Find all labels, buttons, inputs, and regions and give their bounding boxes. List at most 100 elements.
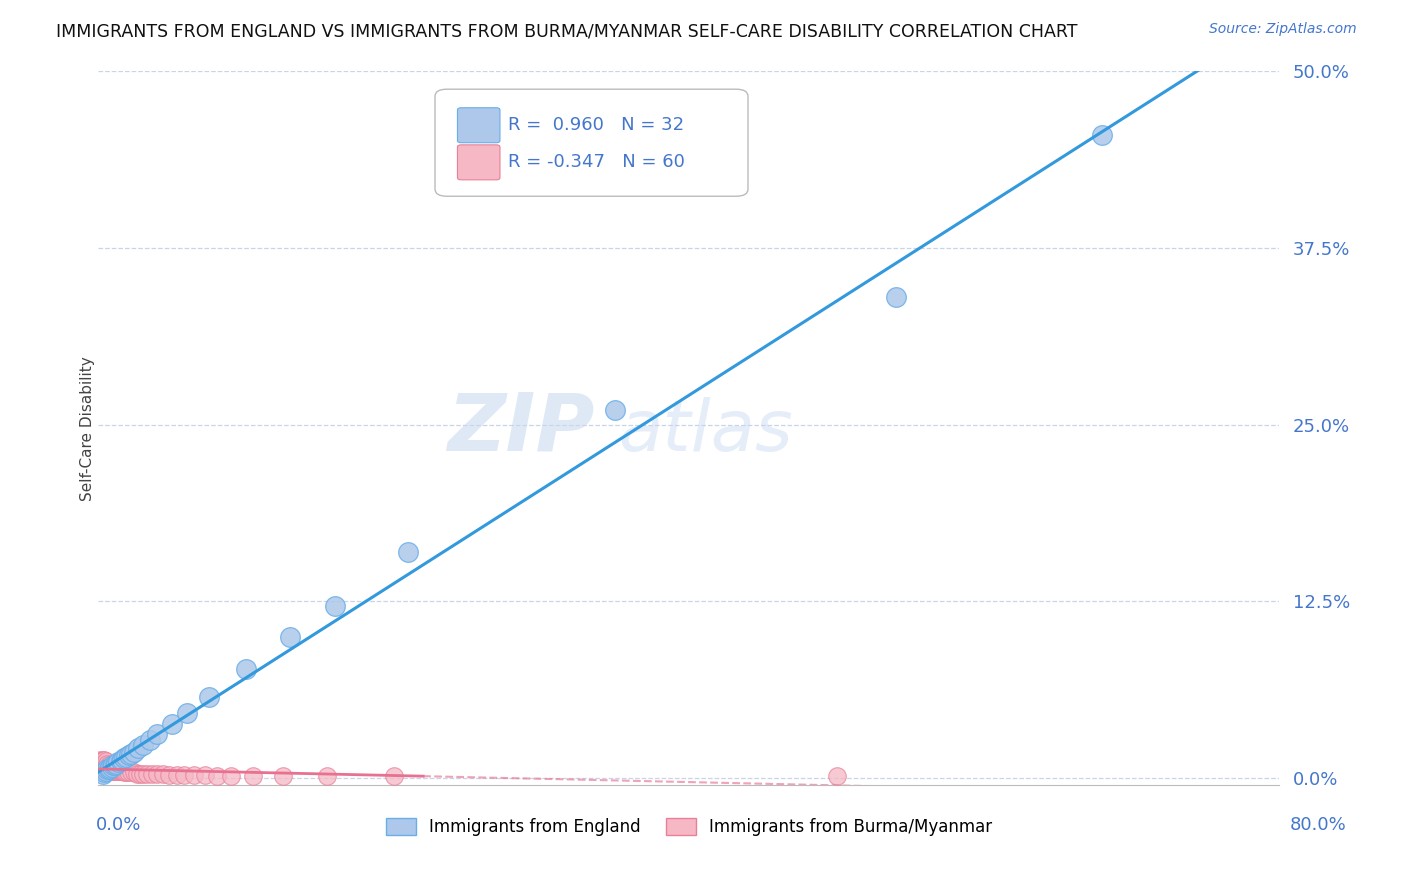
Point [382,769,405,783]
Point [112,765,135,780]
Point [96,756,118,771]
Point [91,766,114,780]
Point [97,758,120,772]
Point [122,765,145,780]
Point [98,761,121,775]
Point [139,732,162,747]
FancyBboxPatch shape [457,145,501,180]
Text: atlas: atlas [619,397,793,467]
Point [117,765,139,780]
Point [91,752,114,766]
Point [120,765,142,780]
FancyBboxPatch shape [457,108,501,143]
Text: R = -0.347   N = 60: R = -0.347 N = 60 [508,153,685,171]
Point [100,764,122,778]
Point [89,752,111,766]
Point [125,766,148,780]
Point [132,739,155,753]
Point [146,727,169,741]
Legend: Immigrants from England, Immigrants from Burma/Myanmar: Immigrants from England, Immigrants from… [377,810,1001,845]
Point [108,764,131,778]
Point [112,751,135,765]
Point [91,759,114,773]
Point [107,756,129,770]
Point [98,764,121,778]
Point [96,759,118,773]
Point [122,746,145,760]
Text: Source: ZipAtlas.com: Source: ZipAtlas.com [1209,22,1357,37]
Point [94,764,117,778]
Point [100,759,122,773]
Point [96,763,118,777]
Point [100,761,122,775]
Point [91,756,114,771]
Point [198,690,221,705]
Point [242,769,264,783]
Y-axis label: Self-Care Disability: Self-Care Disability [80,356,94,500]
Point [183,768,205,782]
Point [89,756,111,771]
Point [825,769,848,783]
Point [97,761,120,775]
Point [323,599,346,613]
Point [884,290,907,304]
Point [235,662,257,676]
Point [120,747,142,761]
Text: 0.0%: 0.0% [96,816,141,834]
Point [89,761,111,775]
Point [316,769,339,783]
Point [398,545,420,559]
Point [194,768,217,782]
Point [104,764,127,778]
Point [118,748,141,763]
Point [205,769,228,783]
Point [103,764,125,778]
Point [110,754,132,768]
Point [132,766,155,780]
Point [103,758,125,772]
Point [111,764,134,778]
Point [176,706,198,720]
Point [280,630,302,644]
Point [128,766,150,780]
Point [105,756,128,771]
Point [93,763,115,777]
Point [173,768,195,782]
Point [152,766,174,780]
Point [90,754,112,768]
Point [104,758,127,772]
Point [98,761,121,775]
Point [127,741,149,756]
Point [136,766,159,780]
Point [107,764,129,778]
Point [90,763,112,777]
Text: 80.0%: 80.0% [1291,816,1347,834]
FancyBboxPatch shape [434,89,748,196]
Point [141,766,163,780]
Point [94,754,117,768]
Text: R =  0.960   N = 32: R = 0.960 N = 32 [508,116,685,134]
Point [97,763,120,777]
Point [91,764,114,778]
Point [94,764,117,778]
Point [105,764,128,778]
Point [93,756,115,771]
Point [103,761,125,775]
Point [271,769,294,783]
Point [96,764,118,778]
Point [93,752,115,766]
Point [94,761,117,775]
Point [146,766,169,780]
Point [115,749,138,764]
Point [94,758,117,772]
Point [97,764,120,778]
Point [221,769,243,783]
Point [110,764,132,778]
Point [93,759,115,773]
Point [166,768,188,782]
Point [90,758,112,772]
Point [1091,128,1114,142]
Text: IMMIGRANTS FROM ENGLAND VS IMMIGRANTS FROM BURMA/MYANMAR SELF-CARE DISABILITY CO: IMMIGRANTS FROM ENGLAND VS IMMIGRANTS FR… [56,22,1078,40]
Point [111,752,134,766]
Point [605,403,627,417]
